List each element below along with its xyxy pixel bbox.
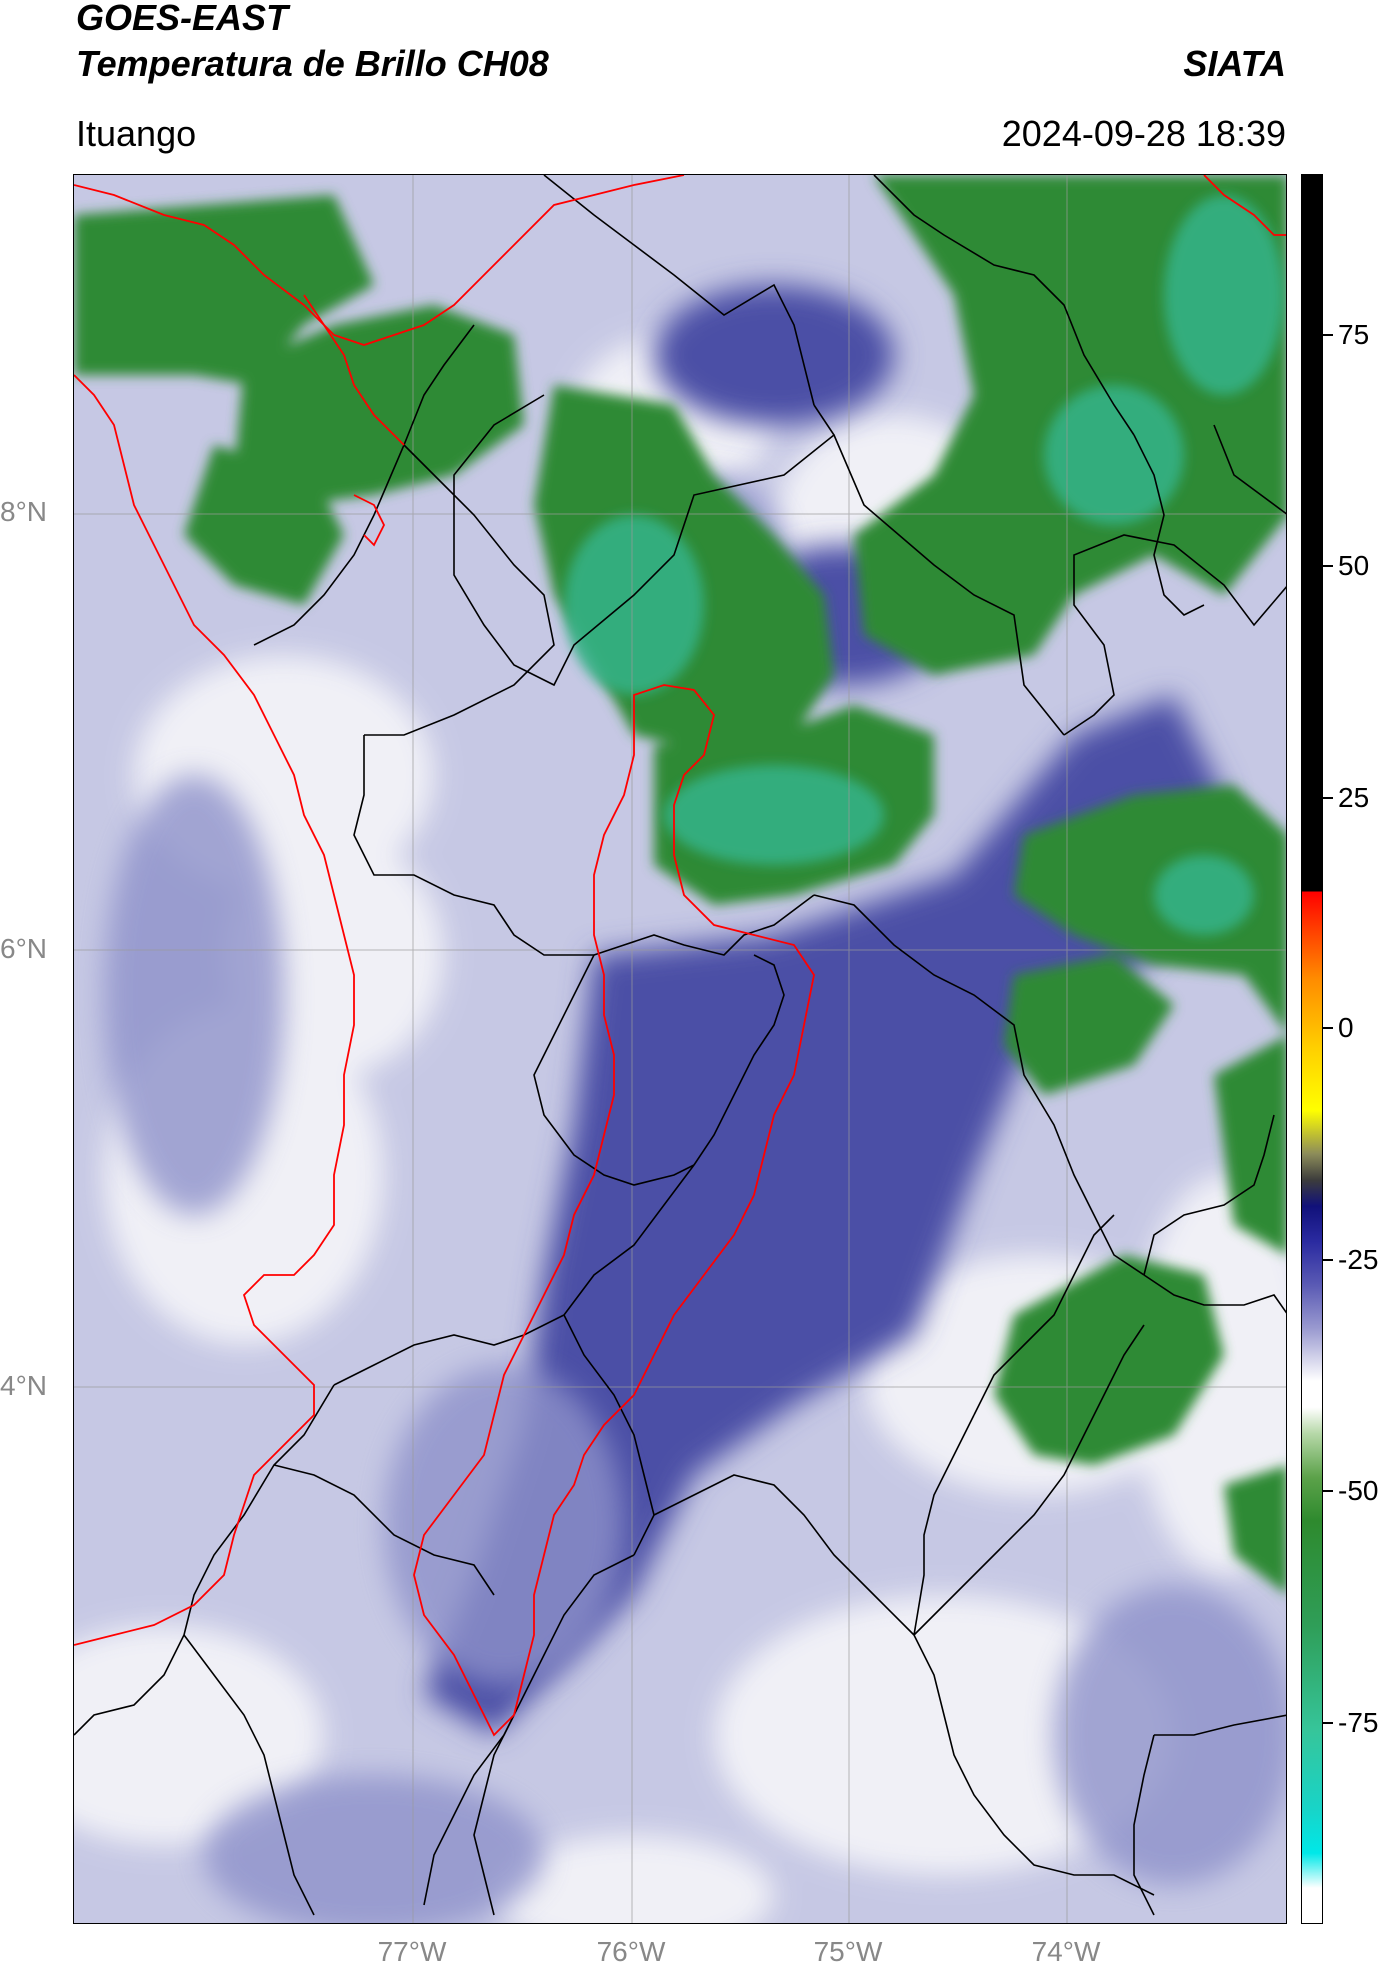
lon-label-74w: 74°W [1031,1936,1101,1967]
lon-label-75w: 75°W [813,1936,883,1967]
colorbar-label-minus75: -75 [1338,1707,1379,1738]
colorbar-label-50: 50 [1338,550,1370,581]
lat-label-8n: 8°N [0,496,47,527]
admin-borders [74,175,1286,1916]
organization-label: SIATA [1183,43,1286,84]
lat-label-6n: 6°N [0,933,47,964]
colorbar-label-25: 25 [1338,782,1370,813]
title-line-2: Temperatura de Brillo CH08 [76,43,549,84]
colorbar-tick [1323,1027,1333,1029]
colorbar-label-minus50: -50 [1338,1475,1379,1506]
temperature-colorbar [1301,174,1323,1924]
colorbar-tick [1323,1259,1333,1261]
colorbar-tick [1323,1490,1333,1492]
colorbar-tick [1323,565,1333,567]
title-line-1: GOES-EAST [76,0,289,38]
region-label: Ituango [76,113,197,154]
colorbar-label-minus25: -25 [1338,1244,1379,1275]
datetime-label: 2024-09-28 18:39 [1001,113,1286,154]
colorbar-tick [1323,797,1333,799]
colorbar-label-75: 75 [1338,319,1370,350]
graticule [74,175,1286,1923]
colorbar-tick [1323,334,1333,336]
lon-label-77w: 77°W [377,1936,447,1967]
coastline [74,175,1286,1737]
satellite-map [73,174,1287,1924]
colorbar-label-0: 0 [1338,1012,1354,1043]
lon-label-76w: 76°W [596,1936,666,1967]
lat-label-4n: 4°N [0,1370,47,1401]
colorbar-tick [1323,1722,1333,1724]
